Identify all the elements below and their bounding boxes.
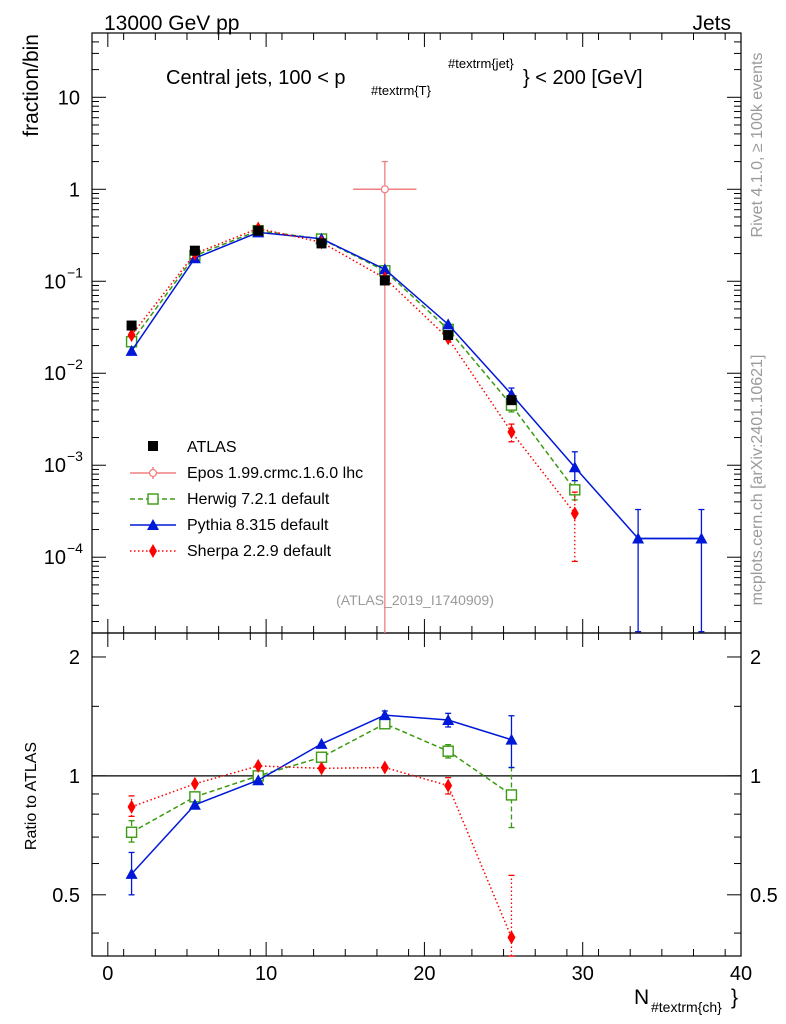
x-tick-label: 20 [413,963,435,985]
x-tick-label: 40 [730,963,752,985]
ratio-tick-label-right: 2 [750,647,761,669]
data-point-sherpa [570,506,579,521]
data-point-pythia [568,461,581,473]
data-point-herwig [569,484,581,496]
ratio-tick-label-left: 2 [69,647,80,669]
y-tick-label: 10 [44,455,66,477]
ratio-point-sherpa [127,799,136,814]
data-point-sherpa [507,424,516,439]
data-point-sherpa [127,328,136,343]
y-tick-label: 10 [44,363,66,385]
mcplots-label: mcplots.cern.ch [arXiv:2401.10621] [749,355,766,606]
series-line-herwig [130,229,576,491]
y-tick-label: 10 [44,271,66,293]
data-point-pythia [695,532,708,544]
ratio-tick-label-right: 0.5 [750,885,778,907]
y-tick-label: 10 [58,87,80,109]
title-subscript: #textrm{T} [371,83,432,98]
ratio-point-pythia [315,737,328,749]
ratio-point-herwig [505,789,518,801]
legend-marker-atlas [148,441,158,451]
legend-marker-herwig [147,493,159,505]
legend-label-epos: Epos 1.99.crmc.1.6.0 lhc [187,465,363,482]
data-point-atlas [316,238,327,249]
legend-label-herwig: Herwig 7.2.1 default [187,491,330,508]
header-right: Jets [692,12,731,35]
title-tail: } < 200 [GeV] [523,67,643,89]
legend: ATLAS Epos 1.99.crmc.1.6.0 lhc Herwig 7.… [130,439,363,560]
header-left: 13000 GeV pp [104,12,239,35]
data-point-atlas [379,275,390,286]
ratio-point-herwig [379,718,391,730]
x-label-tail: } [731,986,738,1009]
data-point-pythia [125,344,138,356]
ratio-tick-label-left: 1 [69,766,80,788]
y-tick-exponent: −4 [67,540,83,556]
legend-label-sherpa: Sherpa 2.2.9 default [187,543,332,560]
title-superscript: #textrm{jet} [448,56,514,71]
ratio-tick-label-left: 0.5 [52,885,80,907]
legend-entry-herwig: Herwig 7.2.1 default [130,491,330,508]
data-point-atlas [506,395,517,406]
data-point-pythia [442,318,455,330]
ratio-point-sherpa [380,760,389,775]
series-line-sherpa [130,227,576,514]
ratio-point-pythia [125,867,138,879]
ratio-plot-area [91,632,742,957]
legend-label-atlas: ATLAS [187,439,237,456]
ratio-tick-label-right: 1 [750,766,761,788]
data-point-atlas [126,320,137,331]
plot-title: Central jets, 100 < p #textrm{T} #textrm… [166,56,643,98]
ratio-point-sherpa [444,778,453,793]
y-tick-exponent: −1 [67,264,83,280]
data-point-atlas [253,225,264,236]
x-tick-label: 0 [102,963,113,985]
y-axis-label: fraction/bin [20,34,43,137]
data-point-epos [380,185,389,194]
ratio-point-sherpa [507,930,516,945]
analysis-id: (ATLAS_2019_I1740909) [336,592,494,608]
legend-entry-epos: Epos 1.99.crmc.1.6.0 lhc [130,465,363,482]
ratio-point-herwig [125,826,138,838]
ratio-point-herwig [315,751,328,763]
y-tick-exponent: −3 [67,448,83,464]
data-point-atlas [189,245,200,256]
x-tick-label: 30 [572,963,594,985]
legend-label-pythia: Pythia 8.315 default [187,517,329,534]
legend-entry-atlas: ATLAS [148,439,237,456]
y-tick-label: 1 [69,179,80,201]
rivet-label: Rivet 4.1.0, ≥ 100k events [749,53,766,238]
x-axis-label: N #textrm{ch} } [634,986,738,1015]
ratio-point-pythia [505,733,518,745]
title-main: Central jets, 100 < p [166,67,346,89]
ratio-point-herwig [442,745,454,757]
ratio-point-pythia [442,714,455,726]
y-tick-exponent: −2 [67,356,83,372]
series-line-pythia [130,231,702,540]
legend-marker-sherpa [149,544,157,558]
ratio-y-axis-label: Ratio to ATLAS [23,742,40,850]
ratio-point-sherpa [254,758,263,773]
legend-entry-sherpa: Sherpa 2.2.9 default [130,543,332,560]
x-label-main: N [634,986,649,1009]
legend-marker-pythia [147,519,159,530]
ratio-point-sherpa [317,761,326,776]
x-tick-label: 10 [255,963,277,985]
data-point-pythia [632,532,645,544]
y-tick-label: 10 [44,547,66,569]
data-point-atlas [443,330,454,341]
legend-marker-epos [148,468,158,478]
ratio-point-pythia [378,709,391,721]
x-label-subscript: #textrm{ch} [651,999,722,1015]
data-point-pythia [378,263,391,275]
ratio-point-pythia [252,774,265,786]
ratio-point-sherpa [190,776,199,791]
ratio-frame [91,632,742,957]
legend-entry-pythia: Pythia 8.315 default [130,517,329,534]
ratio-point-pythia [188,798,201,810]
